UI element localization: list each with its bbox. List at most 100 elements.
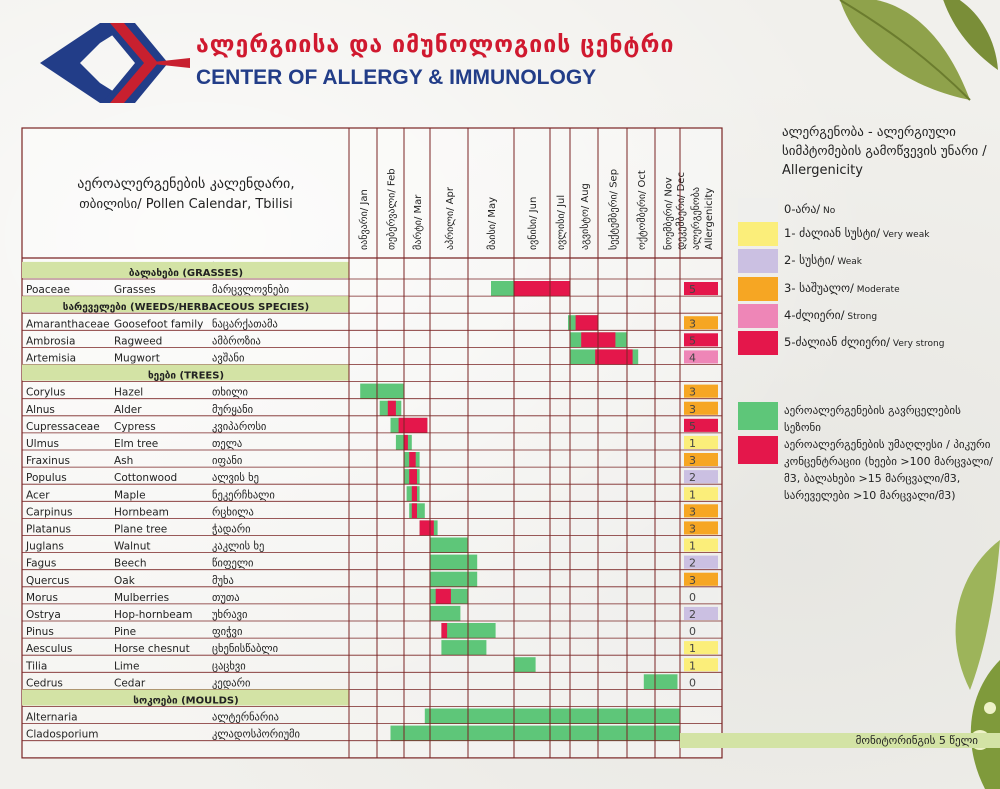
legend-label-en: Very strong (890, 339, 945, 349)
georgian-name: მურყანი (212, 404, 253, 416)
allergenicity-swatch (684, 572, 718, 586)
english-name: Elm tree (114, 438, 158, 450)
allergenicity-value: 1 (689, 642, 696, 655)
georgian-name: ალტერნარია (212, 712, 279, 724)
english-name: Goosefoot family (114, 318, 203, 330)
latin-name: Alternaria (26, 712, 78, 724)
georgian-name: წიფელი (212, 558, 253, 570)
allergenicity-value: 1 (689, 659, 696, 672)
legend-swatch (738, 198, 778, 222)
latin-name: Ostrya (26, 609, 61, 621)
season-bar (430, 554, 478, 570)
center-logo (40, 23, 190, 103)
peak-bar (514, 281, 570, 297)
latin-name: Acer (26, 489, 50, 501)
georgian-name: უხრავი (212, 609, 247, 621)
legend-swatch (738, 277, 778, 301)
english-name: Cedar (114, 677, 146, 689)
month-header: აგვისტო/ Aug (579, 183, 591, 250)
english-name: Grasses (114, 284, 156, 296)
english-name: Hop-hornbeam (114, 609, 192, 621)
georgian-name: ავშანი (212, 353, 244, 365)
peak-bar (398, 417, 428, 433)
legend-label: 1- ძალიან სუსტი/ Very weak (784, 226, 929, 240)
georgian-name: კაკლის ხე (212, 541, 264, 553)
legend-title: ალერგენობა - ალერგიული სიმპტომების გამოწ… (782, 125, 987, 178)
legend-label-ka: 0-არა/ (784, 202, 821, 216)
group-header-band (22, 364, 349, 381)
legend-label-ka: 2- სუსტი/ (784, 253, 835, 267)
english-name: Mugwort (114, 353, 160, 365)
latin-name: Ulmus (26, 438, 59, 450)
latin-name: Cladosporium (26, 729, 98, 741)
peak-bar (575, 315, 598, 331)
legend-label: აეროალერგენების გავრცელების სეზონი (784, 404, 961, 434)
latin-name: Juglans (25, 541, 64, 553)
georgian-name: მუხა (212, 575, 234, 587)
allergenicity-value: 4 (689, 352, 696, 365)
month-header: იანვარი/ Jan (358, 189, 370, 250)
legend-label: აეროალერგენების უმაღლესი / პიკური კონცენ… (784, 438, 993, 502)
latin-name: Cupressaceae (26, 421, 100, 433)
georgian-name: ცაცხვი (212, 660, 246, 672)
monitoring-note: მონიტორინგის 5 წელი (680, 733, 1000, 748)
month-header: ნოემბერი/ Nov (663, 177, 675, 250)
english-name: Beech (114, 558, 147, 570)
table-frame (21, 127, 723, 759)
legend-swatch (738, 436, 778, 464)
latin-name: Morus (26, 592, 58, 604)
month-header: სექტემბერი/ Sep (608, 169, 620, 250)
legend-label-ka: 4-ძლიერი/ (784, 308, 845, 322)
allergenicity-value: 1 (689, 488, 696, 501)
english-name: Cypress (114, 421, 156, 433)
georgian-name: თხილი (212, 387, 248, 399)
allergenicity-value: 3 (689, 317, 696, 330)
monitoring-label: მონიტორინგის 5 წელი (855, 734, 978, 747)
english-name: Walnut (114, 541, 151, 553)
english-name: Oak (114, 575, 136, 587)
allergenicity-swatch (684, 641, 718, 655)
month-header: მარტი/ Mar (412, 194, 424, 250)
title-english: CENTER OF ALLERGY & IMMUNOLOGY (196, 66, 597, 89)
allergenicity-value: 3 (689, 505, 696, 518)
peak-bar (595, 349, 633, 365)
allergenicity-swatch (684, 418, 718, 432)
allergenicity-value: 2 (689, 608, 696, 621)
legend-item: 4-ძლიერი/ Strong (738, 304, 1000, 328)
allergenicity-value: 2 (689, 557, 696, 570)
season-bar (424, 708, 680, 724)
allergenicity-swatch (684, 435, 718, 449)
legend-label: 0-არა/ No (784, 202, 835, 216)
georgian-name: კლადოსპორიუმი (212, 729, 300, 741)
season-bar (514, 657, 536, 673)
latin-name: Artemisia (26, 353, 76, 365)
english-name: Hornbeam (114, 506, 169, 518)
georgian-name: იფანი (212, 455, 242, 467)
allergenicity-value: 0 (689, 625, 696, 638)
allergenicity-swatch (684, 487, 718, 501)
georgian-name: მარცვლოვნები (212, 284, 289, 296)
allergenicity-value: 0 (689, 591, 696, 604)
allergenicity-swatch (684, 350, 718, 364)
georgian-name: კვიპაროსი (212, 421, 266, 433)
peak-bar (411, 503, 417, 519)
latin-name: Ambrosia (26, 335, 75, 347)
english-name: Lime (114, 660, 139, 672)
georgian-name: ჭადარი (212, 524, 251, 536)
legend-item: 2- სუსტი/ Weak (738, 249, 1000, 273)
georgian-name: ალვის ხე (212, 472, 259, 484)
table-background (22, 128, 722, 758)
allergenicity-swatch (684, 658, 718, 672)
season-bar (430, 537, 468, 553)
legend-label-en: Very weak (880, 230, 930, 240)
season-bar (430, 605, 461, 621)
georgian-name: კედარი (212, 677, 250, 689)
allergenicity-value: 3 (689, 386, 696, 399)
allergenicity-value: 5 (689, 283, 696, 296)
allergenicity-value: 3 (689, 574, 696, 587)
latin-name: Aesculus (26, 643, 72, 655)
allergenicity-value: 5 (689, 334, 696, 347)
allergenicity-swatch (684, 470, 718, 484)
allergenicity-swatch (684, 453, 718, 467)
